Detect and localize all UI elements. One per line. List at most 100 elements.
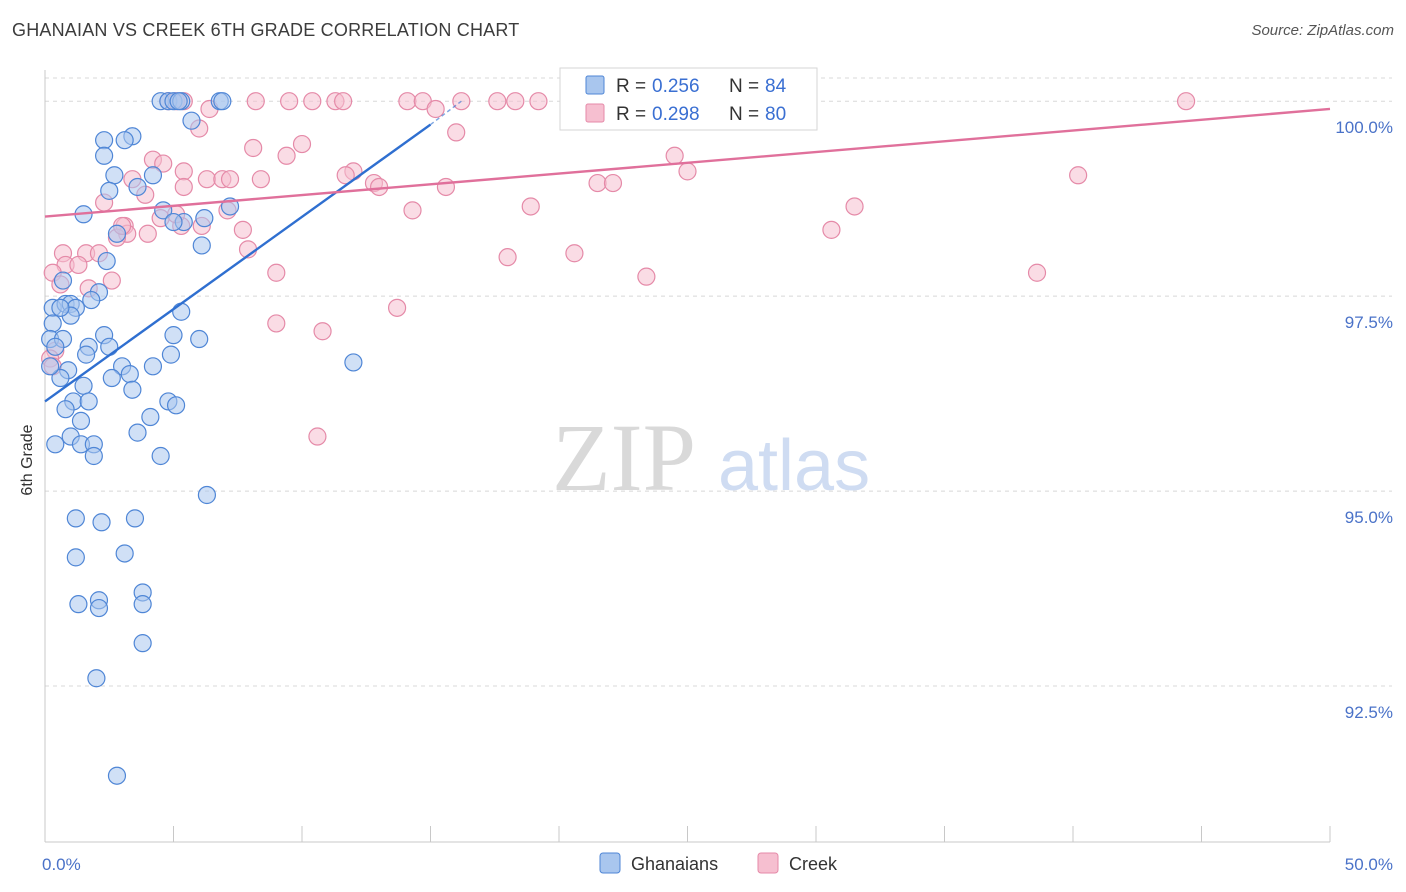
ghanaians-point [115, 544, 134, 563]
bottom-legend-swatch-creek [757, 852, 779, 874]
ghanaians-point [100, 337, 119, 356]
ghanaians-point [102, 368, 121, 388]
ghanaians-point [74, 376, 93, 395]
creek-point [822, 220, 841, 239]
ghanaians-point [66, 509, 85, 528]
legend-r-label-ghanaians: R = [616, 76, 646, 97]
creek-point [637, 267, 656, 286]
y-tick-label: 97.5% [1345, 313, 1393, 332]
ghanaians-point [143, 357, 163, 376]
ghanaians-point [43, 314, 62, 333]
creek-point [246, 92, 265, 111]
ghanaians-point [95, 131, 114, 150]
creek-point [529, 92, 548, 111]
chart-title: GHANAIAN VS CREEK 6TH GRADE CORRELATION … [12, 20, 520, 40]
grid-layer [45, 77, 1392, 687]
ghanaians-point [164, 326, 183, 345]
creek-point [292, 134, 312, 154]
creek-point [154, 154, 173, 173]
creek-point [1027, 263, 1047, 282]
ghanaians-point [46, 435, 65, 454]
creek-point [233, 220, 252, 239]
creek-point [665, 146, 684, 165]
y-tick-label: 100.0% [1335, 118, 1393, 137]
ghanaians-point [133, 634, 152, 653]
tick-labels-layer: 100.0% 97.5% 95.0% 92.5% 0.0% 50.0% [42, 118, 1393, 874]
ghanaians-point [107, 224, 127, 243]
watermark: ZIP atlas [552, 404, 870, 511]
creek-point [498, 248, 517, 267]
ghanaians-point [53, 271, 73, 290]
creek-point [197, 170, 217, 189]
bottom-legend-label-ghanaians: Ghanaians [631, 854, 718, 874]
creek-point [244, 138, 263, 158]
creek-point [447, 123, 466, 142]
bottom-legend-label-creek: Creek [789, 854, 838, 874]
creek-point [603, 173, 623, 193]
ghanaians-point [143, 166, 163, 185]
ghanaians-point [133, 595, 152, 614]
creek-point [277, 146, 296, 165]
ghanaians-point [115, 131, 134, 150]
creek-point [1176, 92, 1196, 111]
creek-point [521, 197, 540, 216]
creek-point [251, 170, 270, 189]
ghanaians-point [89, 598, 109, 618]
creek-point [220, 170, 240, 189]
ghanaians-point [169, 92, 188, 111]
legend-r-label-creek: R = [616, 104, 646, 125]
ghanaians-point [120, 365, 139, 384]
trend-layer [44, 100, 1331, 403]
ghanaians-point [213, 92, 232, 111]
ghanaians-point [92, 513, 111, 532]
creek-point [174, 162, 193, 181]
creek-point [678, 162, 697, 181]
legend-n-value-creek: 80 [765, 104, 786, 125]
creek-point [308, 427, 327, 446]
ghanaians-point [123, 380, 142, 399]
creek-trend-line [44, 107, 1331, 218]
ghanaians-point [51, 298, 70, 317]
bottom-legend-swatch-ghanaians [599, 852, 621, 874]
points-layer [41, 92, 1196, 785]
ghanaians-point [84, 446, 103, 466]
legend-r-value-creek: 0.298 [652, 104, 700, 125]
y-tick-label: 95.0% [1345, 508, 1393, 527]
x-tick-label: 50.0% [1345, 855, 1393, 874]
ghanaians-point [77, 345, 96, 364]
creek-point [334, 92, 353, 111]
legend-swatch-creek [585, 103, 605, 123]
legend-n-label-creek: N = [729, 104, 759, 125]
legend-n-value-ghanaians: 84 [765, 76, 787, 97]
creek-point [138, 224, 157, 243]
axis-layer [44, 70, 1331, 843]
ghanaians-point [95, 146, 114, 165]
ghanaians-trend-line [44, 123, 432, 403]
ghanaians-point [141, 407, 160, 427]
creek-point [267, 263, 286, 282]
ghanaians-point [344, 353, 363, 372]
ghanaians-point [69, 595, 88, 614]
ghanaians-point [87, 669, 106, 688]
ghanaians-point [128, 177, 147, 197]
ghanaians-point [172, 302, 191, 321]
legend-r-value-ghanaians: 0.256 [652, 76, 700, 97]
creek-point [303, 92, 322, 111]
creek-point [267, 314, 286, 333]
ghanaians-point [51, 368, 70, 388]
ghanaians-point [66, 548, 85, 567]
ghanaians-point [46, 337, 65, 356]
creek-point [565, 244, 584, 263]
creek-point [280, 92, 299, 111]
creek-point [387, 298, 407, 317]
creek-point [488, 92, 507, 111]
ghanaians-point [164, 212, 183, 232]
ghanaians-point [82, 290, 101, 310]
creek-point [426, 99, 445, 119]
ghanaians-point [166, 396, 186, 415]
ghanaians-point [182, 111, 201, 130]
ghanaians-point [41, 357, 60, 376]
ghanaians-point [197, 485, 217, 505]
creek-point [588, 173, 607, 193]
